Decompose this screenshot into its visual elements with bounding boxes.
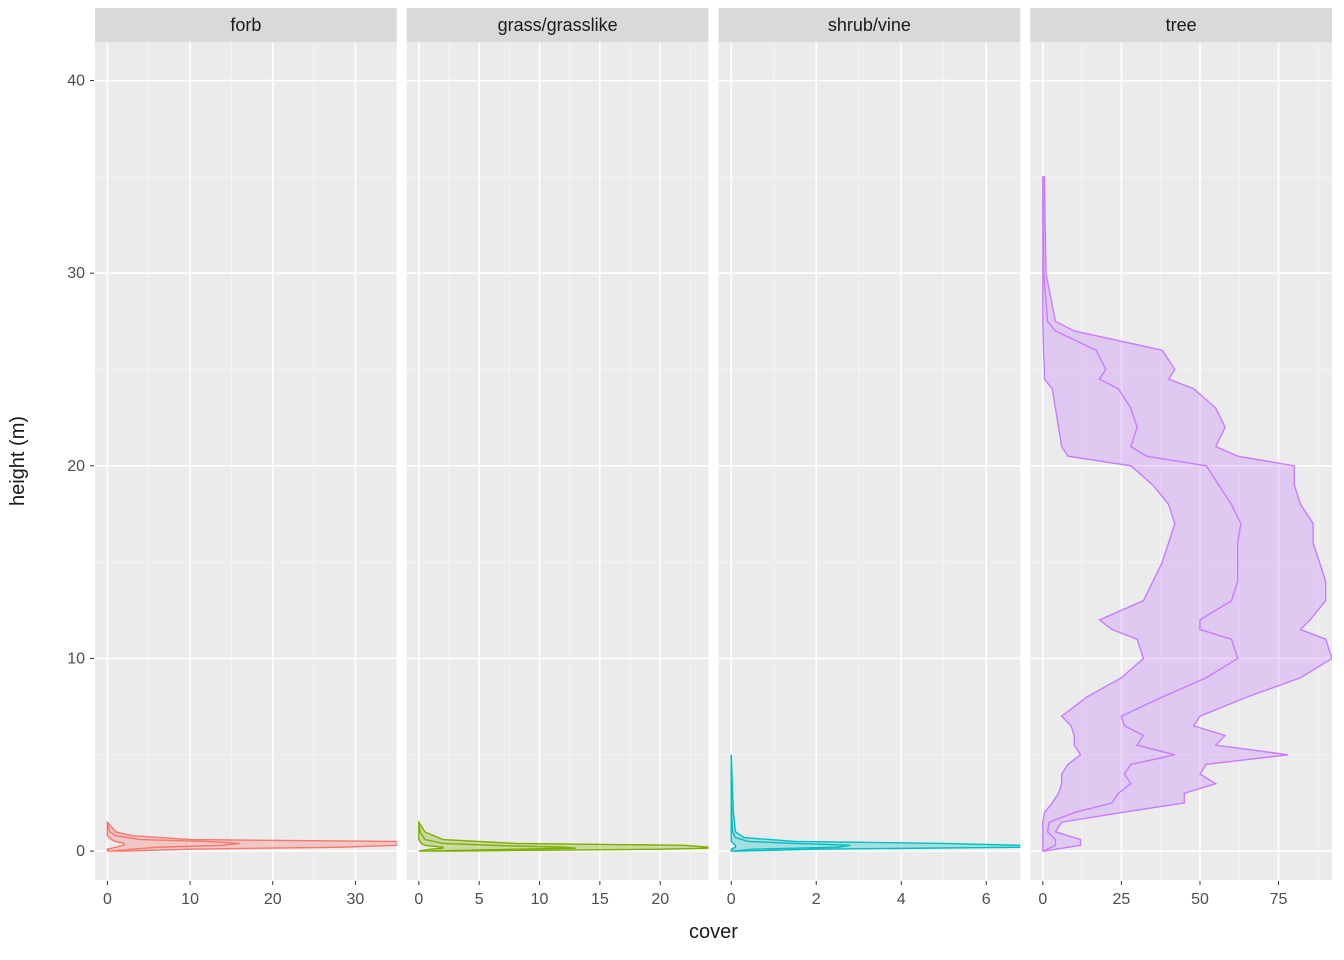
x-tick-label: 5 bbox=[475, 891, 484, 908]
facet-strip-label: forb bbox=[230, 15, 261, 35]
x-tick-label: 10 bbox=[181, 891, 199, 908]
x-tick-label: 0 bbox=[1038, 891, 1047, 908]
faceted-chart: height (m)cover010203040forb0102030grass… bbox=[0, 0, 1344, 960]
facet-strip-label: tree bbox=[1166, 15, 1197, 35]
x-tick-label: 0 bbox=[414, 891, 423, 908]
x-tick-label: 10 bbox=[531, 891, 549, 908]
y-tick-label: 40 bbox=[67, 73, 85, 90]
x-axis-title: cover bbox=[689, 921, 738, 943]
x-tick-label: 50 bbox=[1191, 891, 1209, 908]
y-tick-label: 10 bbox=[67, 650, 85, 667]
x-tick-label: 0 bbox=[103, 891, 112, 908]
facet-strip-label: grass/grasslike bbox=[498, 15, 618, 35]
x-tick-label: 0 bbox=[727, 891, 736, 908]
x-tick-label: 4 bbox=[897, 891, 906, 908]
x-tick-label: 30 bbox=[347, 891, 365, 908]
y-tick-label: 0 bbox=[76, 843, 85, 860]
x-tick-label: 75 bbox=[1270, 891, 1288, 908]
y-axis-title: height (m) bbox=[7, 416, 29, 506]
x-tick-label: 15 bbox=[591, 891, 609, 908]
x-tick-label: 6 bbox=[982, 891, 991, 908]
x-tick-label: 25 bbox=[1113, 891, 1131, 908]
y-tick-label: 20 bbox=[67, 458, 85, 475]
x-tick-label: 2 bbox=[812, 891, 821, 908]
facet-strip-label: shrub/vine bbox=[828, 15, 911, 35]
x-tick-label: 20 bbox=[264, 891, 282, 908]
y-tick-label: 30 bbox=[67, 265, 85, 282]
x-tick-label: 20 bbox=[651, 891, 669, 908]
